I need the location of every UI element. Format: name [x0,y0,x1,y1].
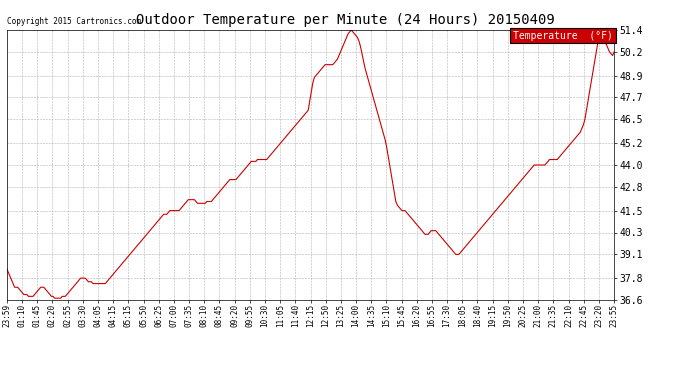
Text: Copyright 2015 Cartronics.com: Copyright 2015 Cartronics.com [7,17,141,26]
Text: Outdoor Temperature per Minute (24 Hours) 20150409: Outdoor Temperature per Minute (24 Hours… [136,13,554,27]
Text: Temperature  (°F): Temperature (°F) [513,30,613,40]
